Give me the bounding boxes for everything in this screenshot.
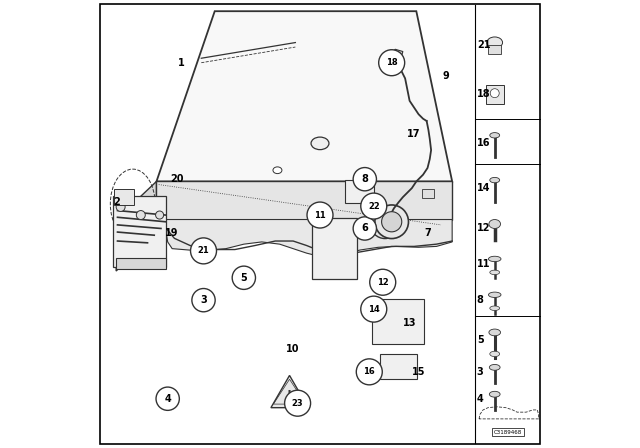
- Circle shape: [156, 211, 164, 219]
- Ellipse shape: [489, 329, 500, 336]
- Circle shape: [307, 202, 333, 228]
- Text: 18: 18: [386, 58, 397, 67]
- Polygon shape: [387, 49, 403, 62]
- Text: 20: 20: [170, 174, 184, 184]
- Text: 4: 4: [477, 394, 484, 404]
- Text: 11: 11: [314, 211, 326, 220]
- Circle shape: [361, 193, 387, 219]
- Ellipse shape: [487, 37, 502, 48]
- Ellipse shape: [381, 211, 402, 232]
- Text: 17: 17: [407, 129, 421, 139]
- Ellipse shape: [490, 392, 500, 397]
- Circle shape: [232, 266, 255, 289]
- Circle shape: [379, 50, 404, 76]
- Polygon shape: [156, 11, 452, 181]
- Text: 12: 12: [477, 224, 490, 233]
- Circle shape: [136, 211, 145, 220]
- Text: 5: 5: [241, 273, 247, 283]
- Text: 10: 10: [286, 345, 300, 354]
- FancyBboxPatch shape: [486, 85, 504, 104]
- FancyBboxPatch shape: [372, 299, 424, 344]
- Text: !: !: [287, 390, 292, 401]
- Text: 1: 1: [178, 58, 184, 68]
- Ellipse shape: [488, 292, 501, 297]
- Text: 4: 4: [164, 394, 171, 404]
- Circle shape: [490, 89, 499, 98]
- Text: 13: 13: [403, 318, 417, 327]
- Circle shape: [191, 238, 216, 264]
- Text: 16: 16: [364, 367, 375, 376]
- Circle shape: [356, 359, 382, 385]
- Ellipse shape: [273, 167, 282, 173]
- Text: 21: 21: [198, 246, 209, 255]
- Text: 19: 19: [165, 228, 179, 238]
- FancyBboxPatch shape: [345, 180, 374, 203]
- FancyBboxPatch shape: [114, 189, 134, 205]
- Ellipse shape: [490, 133, 500, 138]
- Circle shape: [361, 296, 387, 322]
- Ellipse shape: [311, 137, 329, 150]
- Circle shape: [353, 217, 376, 240]
- Ellipse shape: [371, 209, 399, 238]
- Circle shape: [285, 390, 310, 416]
- PathPatch shape: [156, 220, 452, 255]
- Ellipse shape: [490, 351, 500, 357]
- Ellipse shape: [375, 205, 408, 238]
- Ellipse shape: [490, 365, 500, 370]
- Circle shape: [353, 168, 376, 191]
- Text: 18: 18: [477, 89, 490, 99]
- Text: 9: 9: [442, 71, 449, 81]
- FancyBboxPatch shape: [312, 218, 357, 279]
- Text: 12: 12: [377, 278, 388, 287]
- Text: 7: 7: [424, 228, 431, 238]
- Circle shape: [192, 289, 215, 312]
- FancyBboxPatch shape: [113, 196, 166, 267]
- Text: 14: 14: [368, 305, 380, 314]
- Text: 22: 22: [368, 202, 380, 211]
- Text: 5: 5: [477, 336, 484, 345]
- FancyBboxPatch shape: [380, 354, 417, 379]
- Circle shape: [156, 387, 179, 410]
- Polygon shape: [156, 181, 452, 220]
- Ellipse shape: [490, 306, 500, 310]
- Text: 14: 14: [477, 183, 490, 193]
- Text: 8: 8: [362, 174, 368, 184]
- Bar: [488, 45, 502, 54]
- Text: 8: 8: [477, 295, 484, 305]
- Polygon shape: [116, 181, 156, 271]
- Ellipse shape: [488, 256, 501, 262]
- Ellipse shape: [489, 220, 500, 228]
- Text: 3: 3: [200, 295, 207, 305]
- Circle shape: [116, 202, 125, 211]
- FancyBboxPatch shape: [116, 258, 166, 269]
- Text: 6: 6: [362, 224, 368, 233]
- Circle shape: [370, 269, 396, 295]
- Text: 16: 16: [477, 138, 490, 148]
- Polygon shape: [271, 375, 308, 408]
- Text: 11: 11: [477, 259, 490, 269]
- Text: 15: 15: [412, 367, 426, 377]
- Text: 3: 3: [477, 367, 484, 377]
- Text: 2: 2: [113, 197, 120, 207]
- Text: C3189468: C3189468: [494, 430, 522, 435]
- FancyBboxPatch shape: [422, 189, 434, 198]
- Ellipse shape: [490, 270, 500, 275]
- Ellipse shape: [490, 177, 500, 183]
- Text: 21: 21: [477, 40, 490, 50]
- Text: 23: 23: [292, 399, 303, 408]
